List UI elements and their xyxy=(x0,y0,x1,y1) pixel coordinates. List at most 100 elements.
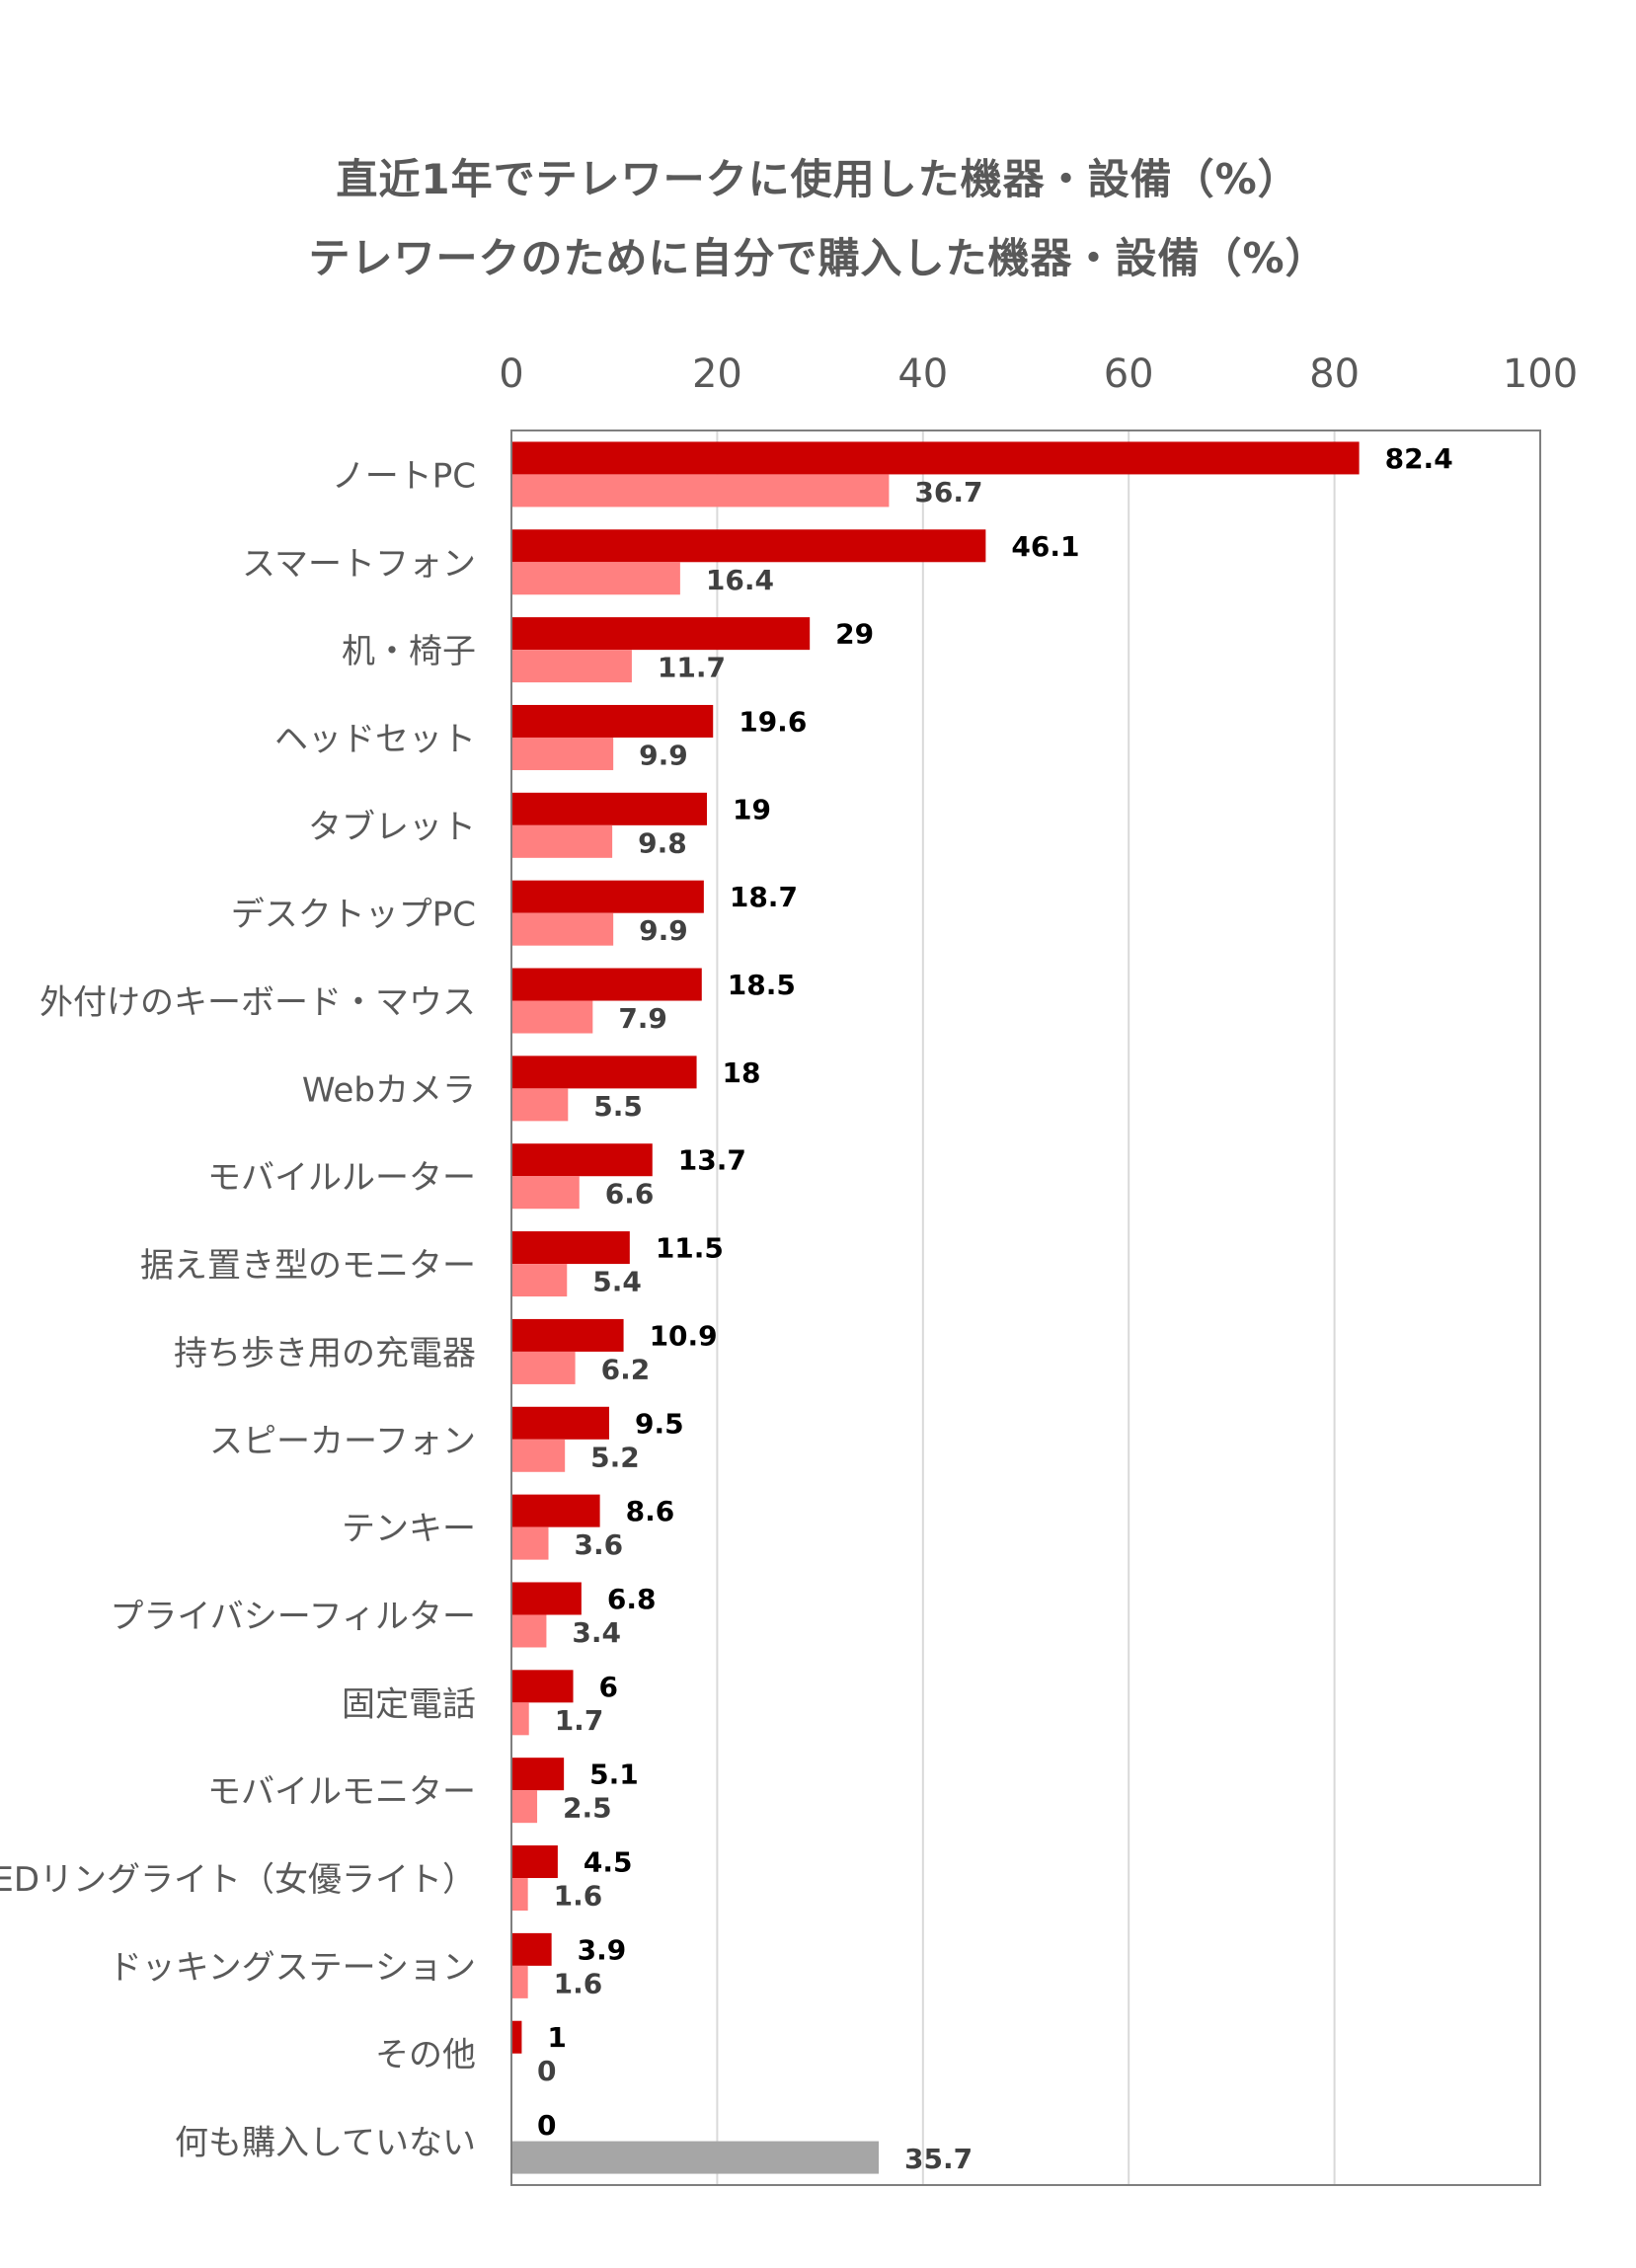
data-label-series-2: 6.6 xyxy=(605,1178,655,1211)
data-label-series-1: 5.1 xyxy=(589,1759,639,1791)
bar-series-2 xyxy=(511,1614,547,1648)
data-label-series-2: 36.7 xyxy=(914,476,982,508)
bar-series-2 xyxy=(511,474,890,508)
value-labels: 82.436.746.116.42911.719.69.9199.818.79.… xyxy=(537,442,1453,2175)
bar-series-2 xyxy=(511,650,632,683)
data-label-series-2: 9.9 xyxy=(639,739,688,771)
bar-series-2 xyxy=(511,824,613,858)
data-label-series-2: 9.9 xyxy=(639,914,688,947)
bar-series-1 xyxy=(511,880,704,913)
category-label: デスクトップPC xyxy=(231,896,476,935)
data-label-series-1: 19.6 xyxy=(739,705,807,738)
data-label-series-2: 5.2 xyxy=(590,1441,640,1473)
category-label: 何も購入していない xyxy=(175,2124,476,2163)
bar-series-2 xyxy=(511,1088,569,1122)
bar-series-2 xyxy=(511,1878,528,1912)
category-label: 外付けのキーボード・マウス xyxy=(39,983,476,1023)
data-label-series-2: 6.2 xyxy=(601,1353,651,1385)
data-label-series-1: 46.1 xyxy=(1011,530,1079,563)
data-label-series-2: 1.7 xyxy=(555,1704,604,1737)
data-label-series-1: 29 xyxy=(835,618,874,651)
data-label-series-2: 5.5 xyxy=(593,1090,643,1123)
data-label-series-1: 4.5 xyxy=(584,1846,633,1879)
data-label-series-1: 10.9 xyxy=(650,1319,718,1352)
bar-series-1 xyxy=(511,1056,697,1089)
category-label: テンキー xyxy=(342,1510,476,1549)
bar-series-2 xyxy=(511,1790,538,1824)
bar-series-2 xyxy=(511,1351,576,1384)
bar-series-1 xyxy=(511,1494,600,1527)
x-tick-label: 60 xyxy=(1104,352,1154,397)
bar-series-1 xyxy=(511,1318,624,1352)
data-label-series-1: 82.4 xyxy=(1385,442,1453,475)
bar-series-2 xyxy=(511,2141,879,2174)
bar-series-2 xyxy=(511,1439,566,1472)
bar-series-1 xyxy=(511,1932,552,1966)
data-label-series-1: 6.8 xyxy=(607,1583,657,1615)
data-label-series-1: 18 xyxy=(723,1056,761,1089)
category-label: ノートPC xyxy=(332,456,476,496)
data-label-series-1: 1 xyxy=(547,2021,566,2054)
bar-series-1 xyxy=(511,441,1360,475)
category-label: LEDリングライト（女優ライト） xyxy=(0,1860,476,1900)
bar-series-1 xyxy=(511,2020,522,2054)
data-label-series-2: 1.6 xyxy=(554,1967,603,1999)
bar-series-1 xyxy=(511,968,702,1001)
data-label-series-2: 9.8 xyxy=(638,826,687,859)
bar-series-2 xyxy=(511,737,614,770)
bar-series-2 xyxy=(511,1526,549,1560)
data-label-series-1: 18.7 xyxy=(730,881,798,913)
data-label-series-1: 8.6 xyxy=(626,1495,675,1527)
bar-series-1 xyxy=(511,529,986,563)
bar-series-2 xyxy=(511,912,614,946)
data-label-series-2: 7.9 xyxy=(618,1002,667,1035)
x-tick-labels: 0 20 40 60 80 100 xyxy=(499,352,1578,397)
data-label-series-2: 35.7 xyxy=(904,2143,973,2175)
data-label-series-1: 3.9 xyxy=(578,1933,627,1966)
data-label-series-2: 11.7 xyxy=(658,652,726,684)
category-label: 据え置き型のモニター xyxy=(140,1246,476,1286)
bar-series-1 xyxy=(511,617,811,651)
data-label-series-1: 13.7 xyxy=(678,1144,746,1177)
bars xyxy=(511,441,1360,2174)
category-label: スピーカーフォン xyxy=(209,1422,476,1461)
data-label-series-1: 0 xyxy=(537,2109,556,2142)
gridlines xyxy=(716,430,1336,2185)
bar-series-2 xyxy=(511,1965,528,1998)
x-tick-label: 20 xyxy=(692,352,742,397)
category-label: ヘッドセット xyxy=(274,720,476,759)
bar-series-2 xyxy=(511,1000,593,1034)
data-label-series-2: 2.5 xyxy=(563,1792,612,1825)
data-label-series-1: 9.5 xyxy=(635,1407,684,1440)
bar-series-1 xyxy=(511,1758,565,1791)
category-label: ドッキングステーション xyxy=(109,1948,476,1988)
category-label: Webカメラ xyxy=(302,1070,476,1110)
data-label-series-1: 19 xyxy=(733,793,771,825)
data-label-series-2: 0 xyxy=(537,2055,556,2087)
x-tick-label: 40 xyxy=(897,352,948,397)
bar-series-2 xyxy=(511,1264,568,1297)
x-tick-label: 80 xyxy=(1309,352,1360,397)
bar-series-1 xyxy=(511,1670,574,1703)
plot-frame xyxy=(510,430,1541,2186)
bar-series-1 xyxy=(511,1231,630,1265)
category-label: モバイルルーター xyxy=(207,1158,476,1198)
x-tick-label: 100 xyxy=(1503,352,1578,397)
category-label: 固定電話 xyxy=(342,1684,476,1724)
category-label: スマートフォン xyxy=(242,544,476,584)
chart-title-line-1: 直近1年でテレワークに使用した機器・設備（%） xyxy=(336,155,1300,203)
data-label-series-1: 6 xyxy=(599,1671,618,1703)
bar-series-2 xyxy=(511,562,680,595)
bar-series-1 xyxy=(511,792,707,825)
chart-title-line-2: テレワークのために自分で購入した機器・設備（%） xyxy=(308,234,1328,282)
bar-series-1 xyxy=(511,1582,582,1615)
data-label-series-2: 5.4 xyxy=(592,1266,642,1298)
data-label-series-1: 18.5 xyxy=(728,969,796,1001)
category-label: モバイルモニター xyxy=(207,1772,476,1812)
category-label: その他 xyxy=(375,2036,476,2075)
data-label-series-2: 3.6 xyxy=(575,1528,624,1561)
bar-series-2 xyxy=(511,1176,580,1210)
category-label: プライバシーフィルター xyxy=(110,1597,476,1636)
data-label-series-1: 11.5 xyxy=(656,1232,724,1265)
